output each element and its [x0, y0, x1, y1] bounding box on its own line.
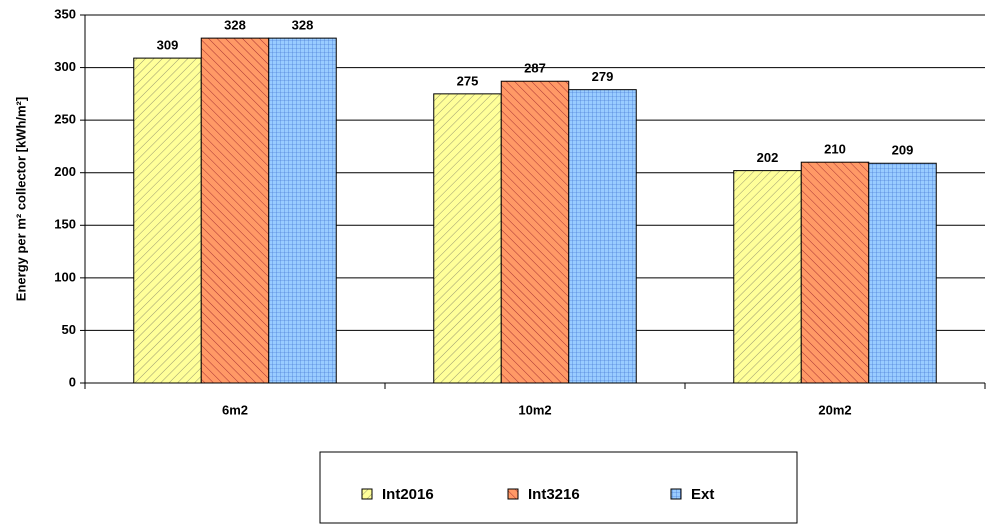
legend-label: Int3216 [528, 486, 580, 503]
x-tick-label: 20m2 [818, 402, 851, 417]
y-tick-label: 200 [54, 164, 76, 179]
y-tick-label: 300 [54, 59, 76, 74]
bar [500, 80, 570, 384]
legend-swatch [670, 488, 682, 500]
bar [268, 37, 337, 384]
bar [868, 162, 937, 384]
legend-swatch [361, 488, 373, 500]
y-tick-label: 350 [54, 6, 76, 21]
y-tick-label: 150 [54, 217, 76, 232]
value-label: 202 [757, 150, 779, 165]
y-tick-label: 100 [54, 269, 76, 284]
legend-label: Ext [691, 486, 714, 503]
value-label: 328 [292, 18, 314, 33]
value-label: 275 [457, 73, 479, 88]
value-label: 309 [157, 38, 179, 53]
y-tick-label: 250 [54, 112, 76, 127]
value-label: 287 [524, 61, 546, 76]
bar [733, 170, 802, 384]
y-axis-label: Energy per m² collector [kWh/m²] [13, 97, 28, 301]
value-label: 209 [892, 143, 914, 158]
legend-box [319, 451, 798, 524]
x-tick-label: 10m2 [518, 402, 551, 417]
x-tick-label: 6m2 [222, 402, 248, 417]
legend-label: Int2016 [382, 486, 434, 503]
bar [800, 161, 870, 384]
bar [568, 89, 637, 384]
y-tick-label: 50 [62, 322, 76, 337]
value-label: 210 [824, 142, 846, 157]
y-tick-label: 0 [69, 374, 76, 389]
value-label: 328 [224, 18, 246, 33]
bar [133, 57, 202, 384]
bar [200, 37, 270, 384]
legend-swatch [507, 488, 519, 500]
value-label: 279 [592, 69, 614, 84]
bar [433, 93, 502, 384]
